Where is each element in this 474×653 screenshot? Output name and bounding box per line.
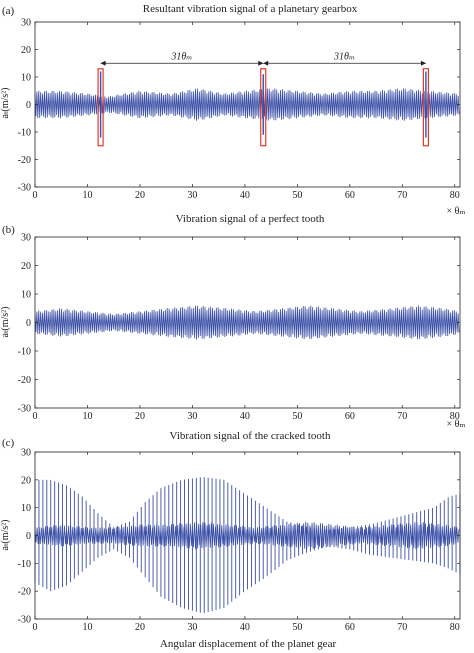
y-tick-label: 0: [26, 100, 31, 111]
y-tick-label: -30: [18, 183, 31, 194]
x-tick-label: 80: [450, 411, 460, 422]
y-tick-label: 30: [21, 448, 31, 459]
y-tick-label: -10: [18, 128, 31, 139]
y-tick-label: 20: [21, 261, 31, 272]
y-tick-label: 0: [26, 531, 31, 542]
panel-a-ylabel: aₜ(m/s²): [0, 87, 11, 118]
y-tick-label: -10: [18, 559, 31, 570]
x-tick-label: 50: [292, 622, 302, 633]
x-tick-label: 50: [292, 190, 302, 201]
signal-line: [34, 305, 460, 340]
x-tick-label: 70: [397, 411, 407, 422]
plot-area-b: 0 10 20 30 40 50 60 70 80 -30 -20 -10 0 10 20 30: [18, 233, 461, 422]
x-tick-label: 10: [82, 411, 92, 422]
panel-b-x-unit: × θₘ: [446, 419, 465, 430]
y-tick-label: 10: [21, 290, 31, 301]
panel-a-x-unit: × θₘ: [446, 206, 465, 217]
y-tick-label: 0: [26, 318, 31, 329]
signal-line: [34, 88, 460, 121]
x-tick-label: 70: [397, 622, 407, 633]
period-arrow-head: [263, 60, 269, 66]
x-tick-label: 0: [33, 411, 38, 422]
x-tick-label: 10: [82, 622, 92, 633]
x-tick-label: 30: [187, 190, 197, 201]
x-tick-label: 0: [33, 622, 38, 633]
x-tick-label: 70: [397, 190, 407, 201]
y-tick-label: 10: [21, 73, 31, 84]
y-tick-label: -10: [18, 347, 31, 358]
panel-b: (b) Vibration signal of a perfect tooth …: [0, 213, 466, 430]
y-tick-label: 30: [21, 233, 31, 244]
panel-c-ylabel: aₜ(m/s²): [0, 519, 11, 550]
period-arrow-head: [420, 60, 426, 66]
plot-area-a: 0 10 20 30 40 50 60 70 80 -30 -20 -10 0 10 20 30 31θₘ 31θ…: [18, 18, 461, 201]
panel-c: (c) Vibration signal of the cracked toot…: [0, 430, 461, 650]
panel-b-label: (b): [2, 224, 15, 236]
y-tick-label: -20: [18, 375, 31, 386]
x-tick-label: 30: [187, 411, 197, 422]
highlight-box: [422, 68, 429, 147]
x-tick-label: 60: [345, 622, 355, 633]
y-tick-label: 30: [21, 18, 31, 29]
panel-b-ylabel: aₜ(m/s²): [0, 306, 11, 337]
x-tick-label: 80: [450, 622, 460, 633]
panel-c-label: (c): [2, 437, 15, 449]
x-tick-label: 60: [345, 411, 355, 422]
x-tick-label: 40: [240, 190, 250, 201]
x-tick-label: 60: [345, 190, 355, 201]
y-tick-label: 20: [21, 45, 31, 56]
plot-area-c: 0 10 20 30 40 50 60 70 80 -30 -20 -10 0 10 20 30: [18, 448, 461, 633]
x-tick-label: 80: [450, 190, 460, 201]
y-tick-label: -30: [18, 404, 31, 415]
x-tick-label: 40: [240, 622, 250, 633]
figure-xlabel: Angular displacement of the planet gear: [160, 638, 337, 650]
x-tick-label: 20: [135, 622, 145, 633]
highlight-box: [260, 68, 267, 147]
y-tick-label: -20: [18, 587, 31, 598]
panel-b-title: Vibration signal of a perfect tooth: [176, 213, 325, 225]
panel-a: (a) Resultant vibration signal of a plan…: [0, 3, 466, 217]
y-tick-label: -20: [18, 155, 31, 166]
panel-c-title: Vibration signal of the cracked tooth: [170, 430, 331, 442]
x-tick-label: 0: [33, 190, 38, 201]
panel-a-label: (a): [2, 5, 15, 17]
period-arrow-head: [258, 60, 264, 66]
signal-core-line: [34, 521, 460, 550]
period-annotation: 31θₘ: [333, 51, 355, 62]
panel-a-title: Resultant vibration signal of a planetar…: [143, 3, 358, 15]
period-annotation: 31θₘ: [170, 51, 192, 62]
period-arrow-head: [100, 60, 106, 66]
x-tick-label: 10: [82, 190, 92, 201]
x-tick-label: 30: [187, 622, 197, 633]
x-tick-label: 50: [292, 411, 302, 422]
x-tick-label: 20: [135, 411, 145, 422]
x-tick-label: 20: [135, 190, 145, 201]
highlight-box: [97, 68, 104, 147]
x-tick-label: 40: [240, 411, 250, 422]
y-tick-label: 10: [21, 503, 31, 514]
y-tick-label: 20: [21, 475, 31, 486]
y-tick-label: -30: [18, 615, 31, 626]
